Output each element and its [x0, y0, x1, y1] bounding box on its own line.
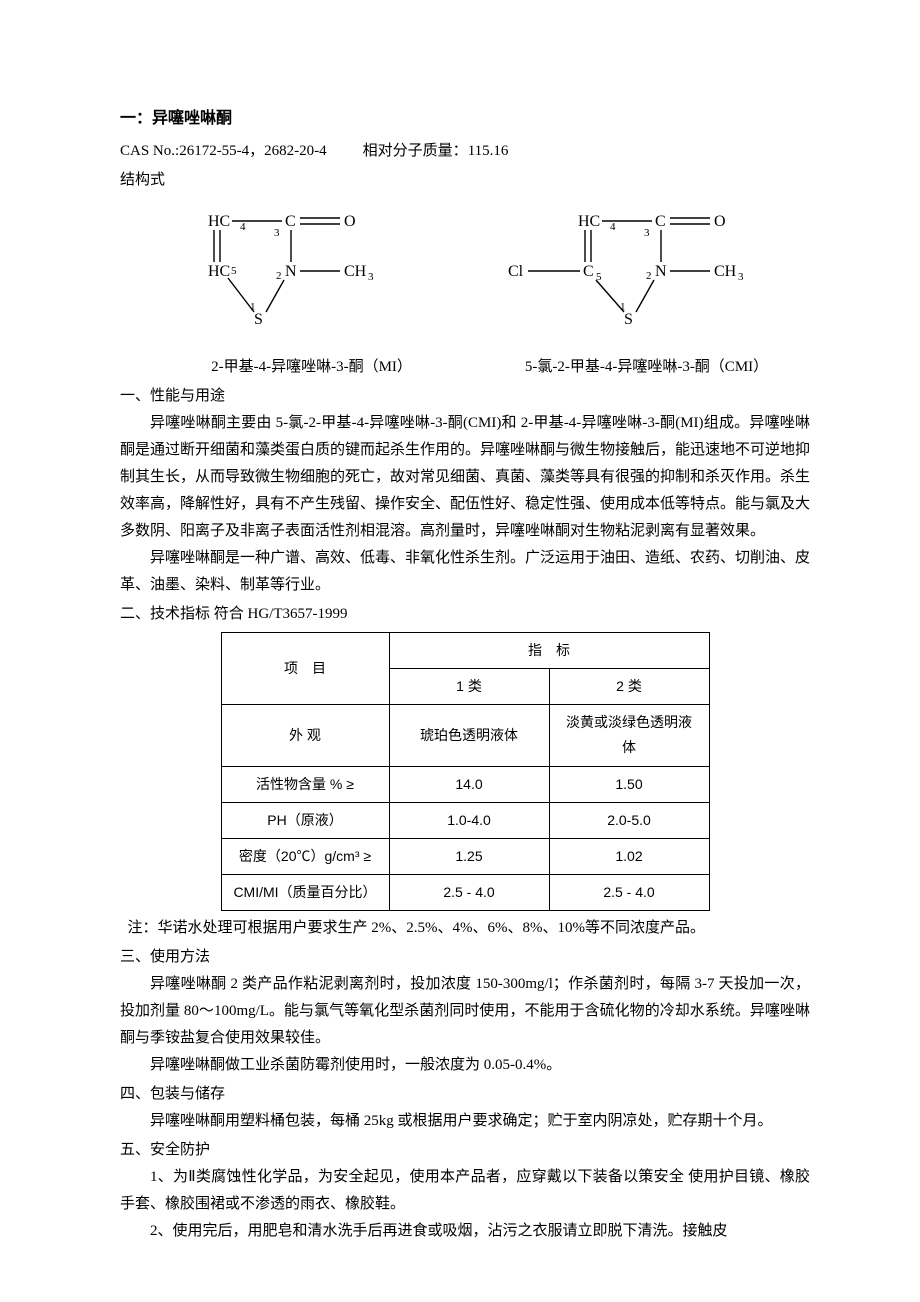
sec2-head: 二、技术指标 符合 HG/T3657-1999: [120, 601, 810, 628]
svg-text:2: 2: [276, 270, 282, 282]
value-cell: 1.50: [549, 766, 709, 802]
mw-value: 115.16: [468, 143, 509, 159]
value-cell: 2.5 - 4.0: [389, 875, 549, 911]
svg-text:4: 4: [610, 221, 616, 233]
sec5-p1: 1、为Ⅱ类腐蚀性化学品，为安全起见，使用本产品者，应穿戴以下装备以策安全 使用护…: [120, 1164, 810, 1218]
spec-note: 注：华诺水处理可根据用户要求生产 2%、2.5%、4%、6%、8%、10%等不同…: [128, 915, 811, 942]
svg-text:O: O: [344, 213, 356, 230]
svg-text:C: C: [583, 263, 594, 280]
svg-text:HC: HC: [208, 213, 230, 230]
col-item-header: 项 目: [221, 632, 389, 704]
col-spec-header: 指 标: [389, 632, 709, 668]
svg-text:4: 4: [240, 221, 246, 233]
item-cell: 活性物含量 % ≥: [221, 766, 389, 802]
value-cell: 1.25: [389, 838, 549, 874]
svg-text:Cl: Cl: [508, 263, 524, 280]
svg-text:CH: CH: [714, 263, 737, 280]
svg-text:S: S: [624, 311, 633, 328]
table-row: CMI/MI（质量百分比）2.5 - 4.02.5 - 4.0: [221, 875, 709, 911]
cas-label: CAS No.:: [120, 143, 179, 159]
sec3-p1: 异噻唑啉酮 2 类产品作粘泥剥离剂时，投加浓度 150-300mg/l；作杀菌剂…: [120, 971, 810, 1052]
cas-value: 26172-55-4，2682-20-4: [179, 143, 326, 159]
value-cell: 淡黄或淡绿色透明液体: [549, 705, 709, 766]
svg-text:HC: HC: [578, 213, 600, 230]
caption-mi: 2-甲基-4-异噻唑啉-3-酮（MI）: [120, 354, 465, 381]
structure-captions: 2-甲基-4-异噻唑啉-3-酮（MI） 5-氯-2-甲基-4-异噻唑啉-3-酮（…: [120, 348, 810, 381]
value-cell: 1.02: [549, 838, 709, 874]
doc-title: 一：异噻唑啉酮: [120, 105, 810, 134]
sec5-p2: 2、使用完后，用肥皂和清水洗手后再进食或吸烟，沾污之衣服请立即脱下清洗。接触皮: [120, 1218, 810, 1245]
spec-table: 项 目 指 标 1 类 2 类 外 观琥珀色透明液体淡黄或淡绿色透明液体活性物含…: [221, 632, 710, 912]
svg-text:CH: CH: [344, 263, 367, 280]
sec4-head: 四、包装与储存: [120, 1081, 810, 1108]
item-cell: CMI/MI（质量百分比）: [221, 875, 389, 911]
structure-label: 结构式: [120, 167, 810, 194]
meta-line: CAS No.:26172-55-4，2682-20-4 相对分子质量：115.1…: [120, 138, 810, 165]
svg-text:N: N: [655, 263, 667, 280]
mw-label: 相对分子质量：: [363, 143, 468, 159]
value-cell: 1.0-4.0: [389, 802, 549, 838]
svg-text:2: 2: [646, 270, 652, 282]
sec4-p1: 异噻唑啉酮用塑料桶包装，每桶 25kg 或根据用户要求确定；贮于室内阴凉处，贮存…: [120, 1108, 810, 1135]
item-cell: PH（原液）: [221, 802, 389, 838]
svg-text:O: O: [714, 213, 726, 230]
svg-text:C: C: [285, 213, 296, 230]
value-cell: 琥珀色透明液体: [389, 705, 549, 766]
svg-text:N: N: [285, 263, 297, 280]
svg-text:3: 3: [274, 227, 280, 239]
table-row: 密度（20℃）g/cm³ ≥1.251.02: [221, 838, 709, 874]
table-row: 项 目 指 标: [221, 632, 709, 668]
sec1-p2: 异噻唑啉酮是一种广谱、高效、低毒、非氧化性杀生剂。广泛运用于油田、造纸、农药、切…: [120, 545, 810, 599]
svg-text:3: 3: [644, 227, 650, 239]
value-cell: 2.0-5.0: [549, 802, 709, 838]
sec3-p2: 异噻唑啉酮做工业杀菌防霉剂使用时，一般浓度为 0.05-0.4%。: [120, 1052, 810, 1079]
table-row: PH（原液）1.0-4.02.0-5.0: [221, 802, 709, 838]
caption-cmi: 5-氯-2-甲基-4-异噻唑啉-3-酮（CMI）: [465, 354, 810, 381]
value-cell: 14.0: [389, 766, 549, 802]
class2-header: 2 类: [549, 668, 709, 704]
structures-row: HC HC C O N CH3 S 4 3 5 2 1: [120, 204, 810, 344]
sec1-head: 一、性能与用途: [120, 383, 810, 410]
structure-mi: HC HC C O N CH3 S 4 3 5 2 1: [153, 204, 433, 344]
item-cell: 外 观: [221, 705, 389, 766]
svg-text:S: S: [254, 311, 263, 328]
sec3-head: 三、使用方法: [120, 944, 810, 971]
class1-header: 1 类: [389, 668, 549, 704]
svg-text:3: 3: [738, 271, 744, 283]
table-row: 活性物含量 % ≥14.01.50: [221, 766, 709, 802]
svg-text:C: C: [655, 213, 666, 230]
structure-cmi: Cl HC C C O N CH3 S 4 3 5 2 1: [498, 204, 778, 344]
table-row: 外 观琥珀色透明液体淡黄或淡绿色透明液体: [221, 705, 709, 766]
item-cell: 密度（20℃）g/cm³ ≥: [221, 838, 389, 874]
svg-text:3: 3: [368, 271, 374, 283]
svg-text:HC: HC: [208, 263, 230, 280]
value-cell: 2.5 - 4.0: [549, 875, 709, 911]
sec1-p1: 异噻唑啉酮主要由 5-氯-2-甲基-4-异噻唑啉-3-酮(CMI)和 2-甲基-…: [120, 410, 810, 545]
sec5-head: 五、安全防护: [120, 1137, 810, 1164]
svg-text:5: 5: [231, 265, 237, 277]
